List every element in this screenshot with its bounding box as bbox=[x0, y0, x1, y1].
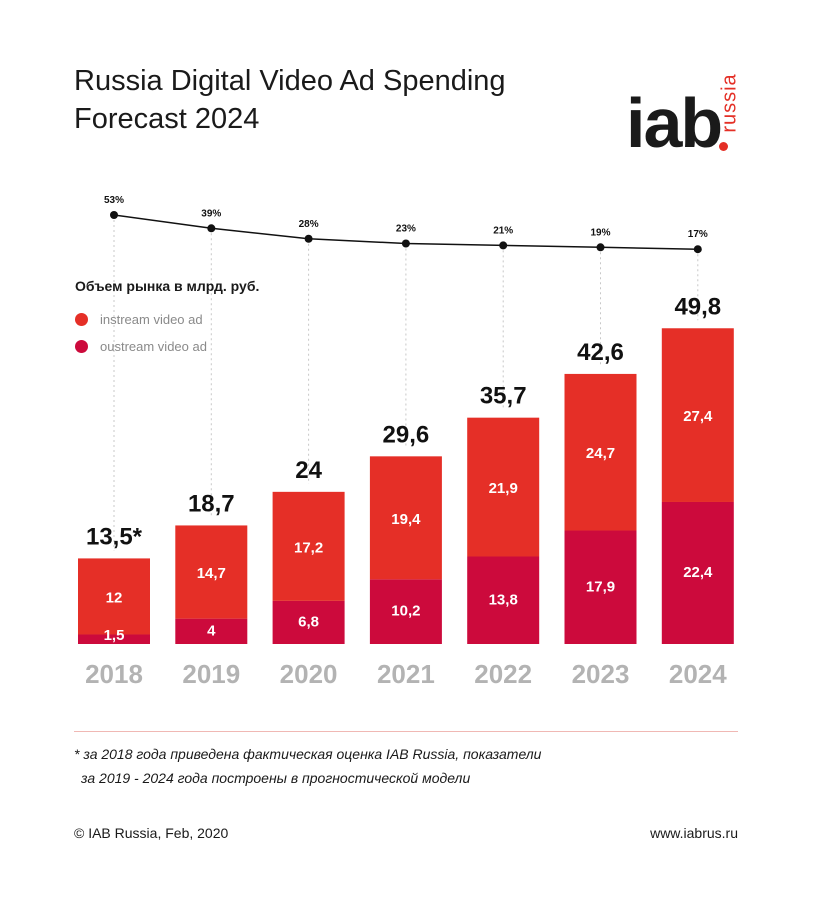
label-outstream-2024: 22,4 bbox=[683, 564, 713, 581]
label-outstream-2019: 4 bbox=[207, 622, 216, 639]
iab-russia-logo: iab russia bbox=[622, 58, 752, 158]
label-outstream-2018: 1,5 bbox=[104, 627, 125, 644]
year-label-2019: 2019 bbox=[182, 659, 240, 689]
share-point-2019 bbox=[207, 224, 216, 233]
share-label-2020: 28% bbox=[299, 219, 319, 230]
bar-instream-2024 bbox=[661, 328, 734, 502]
bar-instream-2020 bbox=[272, 491, 345, 601]
year-label-2020: 2020 bbox=[280, 659, 338, 689]
legend-label-outstream: oustream video ad bbox=[100, 339, 207, 354]
label-instream-2023: 24,7 bbox=[586, 445, 615, 462]
legend-label-instream: instream video ad bbox=[100, 312, 203, 327]
share-label-2023: 19% bbox=[590, 227, 610, 238]
logo-iab-text: iab bbox=[626, 84, 723, 162]
label-total-2024: 49,8 bbox=[674, 293, 721, 320]
bar-instream-2018 bbox=[78, 558, 150, 635]
footnote: * за 2018 года приведена фактическая оце… bbox=[74, 742, 541, 790]
label-instream-2018: 12 bbox=[106, 589, 123, 606]
logo-russia-text: russia bbox=[719, 58, 741, 148]
bar-instream-2023 bbox=[564, 373, 637, 531]
share-point-2022 bbox=[499, 241, 508, 250]
divider-line bbox=[74, 731, 738, 732]
year-label-2023: 2023 bbox=[572, 659, 630, 689]
label-total-2018: 13,5* bbox=[86, 523, 143, 550]
label-total-2020: 24 bbox=[295, 457, 322, 484]
bar-outstream-2023 bbox=[564, 530, 637, 644]
year-label-2024: 2024 bbox=[669, 659, 727, 689]
bar-outstream-2021 bbox=[369, 579, 442, 644]
share-point-2020 bbox=[304, 234, 313, 243]
label-outstream-2020: 6,8 bbox=[298, 613, 319, 630]
label-instream-2020: 17,2 bbox=[294, 539, 323, 556]
share-label-2018: 53% bbox=[104, 195, 124, 206]
chart-title: Russia Digital Video Ad Spending Forecas… bbox=[74, 62, 506, 138]
share-point-2023 bbox=[596, 243, 605, 252]
legend-swatch-outstream bbox=[75, 340, 88, 353]
label-outstream-2022: 13,8 bbox=[489, 591, 518, 608]
label-total-2023: 42,6 bbox=[577, 339, 624, 366]
logo-dot bbox=[719, 142, 728, 151]
share-label-2024: 17% bbox=[688, 229, 708, 240]
bar-instream-2021 bbox=[369, 456, 442, 580]
label-instream-2022: 21,9 bbox=[489, 480, 518, 497]
legend-item-outstream: oustream video ad bbox=[75, 339, 207, 354]
legend-swatch-instream bbox=[75, 313, 88, 326]
year-label-2018: 2018 bbox=[85, 659, 143, 689]
bar-outstream-2018 bbox=[78, 634, 150, 644]
year-label-2022: 2022 bbox=[474, 659, 532, 689]
label-instream-2021: 19,4 bbox=[391, 511, 421, 528]
footnote-line-2: за 2019 - 2024 года построены в прогност… bbox=[81, 770, 471, 786]
label-total-2019: 18,7 bbox=[188, 490, 235, 517]
label-instream-2019: 14,7 bbox=[197, 565, 226, 582]
bar-outstream-2019 bbox=[175, 618, 248, 644]
bar-outstream-2020 bbox=[272, 600, 345, 644]
share-label-2021: 23% bbox=[396, 224, 416, 235]
bar-instream-2022 bbox=[467, 417, 540, 557]
title-line-2: Forecast 2024 bbox=[74, 103, 260, 135]
share-point-2024 bbox=[693, 245, 702, 254]
legend-title: Объем рынка в млрд. руб. bbox=[75, 278, 260, 294]
share-label-2022: 21% bbox=[493, 225, 513, 236]
footnote-line-1: * за 2018 года приведена фактическая оце… bbox=[74, 746, 542, 762]
website-link[interactable]: www.iabrus.ru bbox=[650, 825, 738, 841]
title-line-1: Russia Digital Video Ad Spending bbox=[74, 65, 506, 97]
label-outstream-2023: 17,9 bbox=[586, 578, 615, 595]
label-total-2021: 29,6 bbox=[383, 421, 430, 448]
bar-outstream-2024 bbox=[661, 501, 734, 644]
label-outstream-2021: 10,2 bbox=[391, 603, 420, 620]
bar-chart: 1,5 12 13,5* 2018 53% 4 14,7 18,7 2019 39% 6,8 17,2… bbox=[78, 195, 734, 689]
bar-instream-2019 bbox=[175, 525, 248, 619]
year-label-2021: 2021 bbox=[377, 659, 435, 689]
share-label-2019: 39% bbox=[201, 208, 221, 219]
bar-outstream-2022 bbox=[467, 556, 540, 644]
legend-item-instream: instream video ad bbox=[75, 312, 203, 327]
share-point-2018 bbox=[110, 211, 118, 219]
copyright-text: © IAB Russia, Feb, 2020 bbox=[74, 825, 229, 841]
label-instream-2024: 27,4 bbox=[683, 408, 713, 425]
logo-russia-label: russia bbox=[718, 73, 741, 133]
label-total-2022: 35,7 bbox=[480, 383, 527, 410]
share-point-2021 bbox=[401, 239, 410, 248]
